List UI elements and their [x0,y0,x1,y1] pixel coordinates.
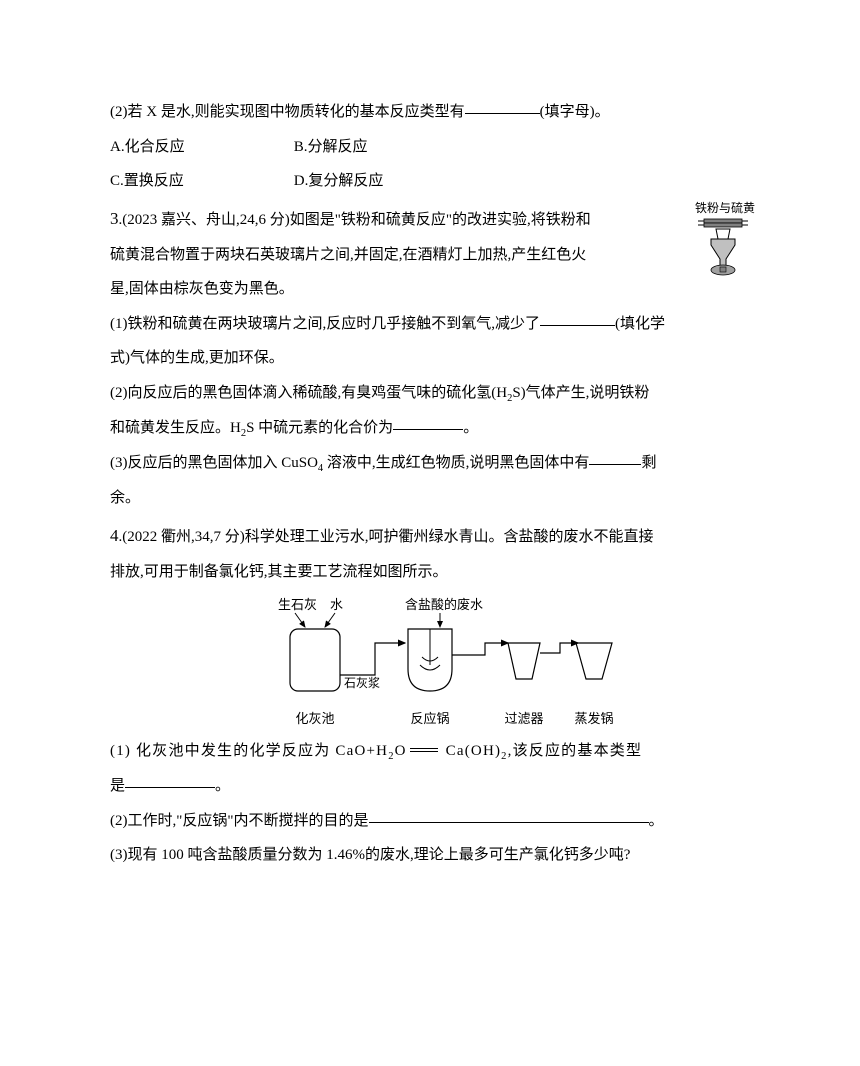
q3-part2b: 和硫黄发生反应。H2S 中硫元素的化合价为。 [110,411,750,446]
blank-q4-2[interactable] [369,808,649,823]
q4-flowchart: 生石灰 水 含盐酸的废水 化灰池 石灰浆 反应锅 过滤器 蒸发锅 [240,595,620,730]
q2-options-row1: A.化合反应 B.分解反应 [110,130,750,165]
opt-a: A.化合反应 [110,130,290,165]
label-evaporator: 蒸发锅 [574,711,613,726]
blank-q3-1[interactable] [540,311,615,326]
q3-line1: 3.(2023 嘉兴、舟山,24,6 分)如图是"铁粉和硫黄反应"的改进实验,将… [110,199,750,238]
q2-options-row2: C.置换反应 D.复分解反应 [110,164,750,199]
q3-fig-caption: 铁粉与硫黄 [695,201,750,215]
apparatus-icon [698,215,748,277]
q3-line3: 星,固体由棕灰色变为黑色。 [110,272,750,307]
blank-q2[interactable] [465,99,540,114]
q4-part1a: (1) 化灰池中发生的化学反应为 CaO+H2O Ca(OH)2,该反应的基本类… [110,734,750,769]
label-limepond: 化灰池 [295,711,334,726]
q2-part2: (2)若 X 是水,则能实现图中物质转化的基本反应类型有(填字母)。 [110,95,750,130]
label-filter: 过滤器 [504,711,543,726]
q4-line2: 排放,可用于制备氯化钙,其主要工艺流程如图所示。 [110,555,750,590]
label-reactor: 反应锅 [410,711,449,726]
q4-part3: (3)现有 100 吨含盐酸质量分数为 1.46%的废水,理论上最多可生产氯化钙… [110,838,750,873]
q3-part3-end: 余。 [110,481,750,516]
blank-q3-2[interactable] [393,415,463,430]
q4-part2: (2)工作时,"反应锅"内不断搅拌的目的是。 [110,804,750,839]
label-wastewater: 含盐酸的废水 [405,597,483,612]
opt-c: C.置换反应 [110,164,290,199]
label-quicklime: 生石灰 [278,597,317,612]
q4-line1: 4.(2022 衢州,34,7 分)科学处理工业污水,呵护衢州绿水青山。含盐酸的… [110,516,750,555]
q4-part1b: 是。 [110,769,750,804]
blank-q3-3[interactable] [589,450,641,465]
opt-b: B.分解反应 [294,130,474,165]
blank-q4-1[interactable] [125,773,215,788]
q3-part3: (3)反应后的黑色固体加入 CuSO4 溶液中,生成红色物质,说明黑色固体中有剩 [110,446,750,481]
label-water: 水 [330,597,343,612]
opt-d: D.复分解反应 [294,164,474,199]
label-limeslurry: 石灰浆 [344,675,380,690]
q3-part1b: 式)气体的生成,更加环保。 [110,341,750,376]
q3-figure: 铁粉与硫黄 [695,201,750,277]
flowchart-icon: 生石灰 水 含盐酸的废水 化灰池 石灰浆 反应锅 过滤器 蒸发锅 [240,595,620,730]
reaction-equals-icon [410,748,438,752]
q3-part1a: (1)铁粉和硫黄在两块玻璃片之间,反应时几乎接触不到氧气,减少了(填化学 [110,307,750,342]
q3-line2: 硫黄混合物置于两块石英玻璃片之间,并固定,在酒精灯上加热,产生红色火 [110,238,750,273]
q3-part2a: (2)向反应后的黑色固体滴入稀硫酸,有臭鸡蛋气味的硫化氢(H2S)气体产生,说明… [110,376,750,411]
